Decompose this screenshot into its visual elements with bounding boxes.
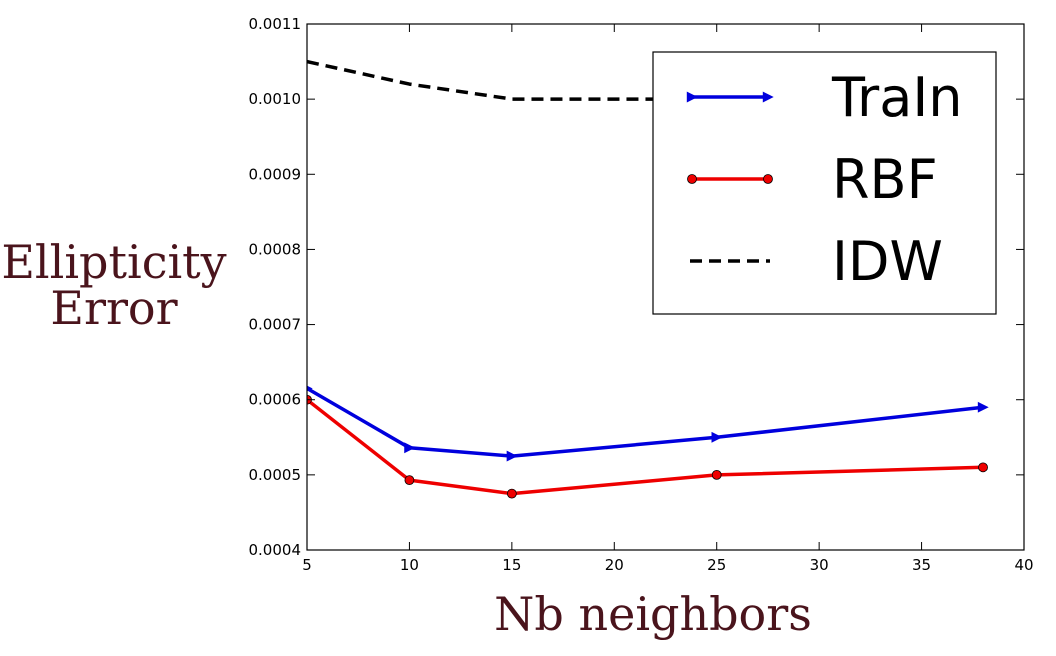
x-axis: 5 10 15 20 25 30 35 40 bbox=[302, 24, 1034, 574]
data-point-train bbox=[404, 442, 416, 454]
x-tick-label: 5 bbox=[302, 556, 312, 574]
y-axis: 0.0004 0.0005 0.0006 0.0007 0.0008 0.0009 0.00… bbox=[249, 15, 1024, 559]
x-tick-label: 30 bbox=[810, 556, 829, 574]
y-tick-label: 0.0004 bbox=[249, 541, 302, 559]
data-point-train bbox=[307, 385, 313, 392]
y-tick-label: 0.0011 bbox=[249, 15, 302, 33]
x-tick-label: 10 bbox=[400, 556, 419, 574]
x-tick-label: 20 bbox=[605, 556, 624, 574]
series-train bbox=[307, 385, 989, 462]
y-tick-label: 0.0007 bbox=[249, 316, 302, 334]
x-tick-label: 40 bbox=[1014, 556, 1033, 574]
legend-entry-train: TraIn bbox=[686, 66, 963, 129]
y-axis-title-line-1: Ellipticity bbox=[1, 235, 226, 289]
data-point-rbf bbox=[978, 462, 988, 473]
x-axis-title: Nb neighbors bbox=[494, 587, 812, 641]
plot-frame bbox=[306, 23, 1025, 551]
y-tick-label: 0.0005 bbox=[249, 466, 302, 484]
y-tick-label: 0.0006 bbox=[249, 391, 302, 409]
legend-label: RBF bbox=[832, 148, 938, 211]
data-point-train bbox=[977, 401, 989, 413]
y-tick-label: 0.0008 bbox=[249, 240, 302, 258]
y-axis-title-line-2: Error bbox=[50, 281, 177, 335]
y-tick-label: 0.0010 bbox=[249, 90, 302, 108]
legend: TraIn RBF IDW bbox=[652, 51, 997, 315]
legend-swatch-marker bbox=[686, 91, 698, 103]
data-point-rbf bbox=[404, 475, 415, 486]
legend-label: IDW bbox=[832, 230, 943, 293]
y-tick-label: 0.0009 bbox=[249, 165, 302, 183]
x-tick-label: 15 bbox=[502, 556, 521, 574]
legend-swatch-marker bbox=[763, 174, 773, 184]
legend-swatch-marker bbox=[687, 174, 697, 184]
data-point-train bbox=[506, 450, 518, 462]
x-tick-label: 35 bbox=[912, 556, 931, 574]
legend-entry-idw: IDW bbox=[690, 230, 943, 293]
legend-label: TraIn bbox=[831, 66, 963, 129]
legend-swatch-marker bbox=[762, 91, 774, 103]
data-point-train bbox=[711, 431, 723, 443]
x-tick-label: 25 bbox=[707, 556, 726, 574]
legend-entry-rbf: RBF bbox=[687, 148, 938, 211]
data-point-rbf bbox=[711, 469, 722, 480]
data-point-rbf bbox=[506, 488, 517, 499]
